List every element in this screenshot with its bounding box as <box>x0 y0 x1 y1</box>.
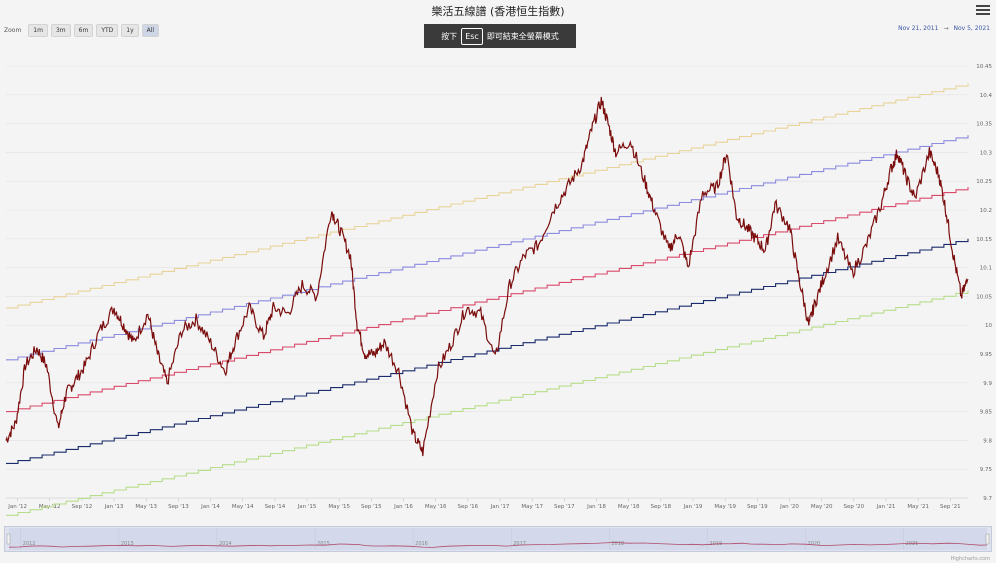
navigator-year-label: 2013 <box>121 541 134 547</box>
navigator-mask <box>9 528 987 550</box>
esc-key: Esc <box>461 27 483 45</box>
navigator[interactable]: 2012 2013 2014 2015 2016 2017 2018 2019 2020 2021 <box>4 526 992 552</box>
y-tick-label: 10.45 <box>976 64 992 70</box>
x-tick-label: May '14 <box>232 504 254 510</box>
x-tick-label: May '16 <box>425 504 447 510</box>
y-tick-label: 10.25 <box>976 179 992 185</box>
fullscreen-banner: 按下 Esc 即可結束全螢幕模式 <box>424 24 576 48</box>
x-tick-label: Sep '15 <box>361 504 382 510</box>
x-tick-label: Sep '16 <box>458 504 479 510</box>
y-tick-label: 9.85 <box>980 410 993 416</box>
navigator-year-label: 2014 <box>219 541 232 547</box>
navigator-right-handle[interactable] <box>985 533 990 545</box>
x-tick-label: Jan '16 <box>393 504 413 510</box>
x-tick-label: Jan '17 <box>490 504 510 510</box>
y-tick-label: 10.2 <box>980 208 992 214</box>
y-tick-label: 10.1 <box>980 266 992 272</box>
x-tick-label: May '21 <box>907 504 929 510</box>
credit-text: Highcharts.com <box>950 556 990 562</box>
zoom-ytd-button[interactable]: YTD <box>96 24 119 37</box>
x-tick-label: Sep '13 <box>168 504 189 510</box>
band-bottom-line <box>6 290 969 516</box>
x-tick-label: Jan '15 <box>297 504 317 510</box>
price-line[interactable] <box>5 96 969 457</box>
zoom-label: Zoom <box>4 27 22 34</box>
y-tick-label: 9.9 <box>983 381 992 387</box>
navigator-year-label: 2018 <box>611 541 624 547</box>
navigator-plot[interactable]: 2012 2013 2014 2015 2016 2017 2018 2019 2020 2021 <box>5 527 991 551</box>
chart-plot[interactable]: 10.45 10.4 10.35 10.3 10.25 10.2 10.15 10.1 10.0… <box>0 52 996 522</box>
x-tick-label: Jan '18 <box>586 504 606 510</box>
navigator-series-line <box>8 542 988 548</box>
y-tick-label: 9.8 <box>983 438 992 444</box>
y-tick-label: 10.05 <box>976 294 992 300</box>
navigator-year-label: 2016 <box>415 541 428 547</box>
x-tick-label: May '19 <box>714 504 736 510</box>
zoom-6m-button[interactable]: 6m <box>73 24 94 37</box>
navigator-left-handle[interactable] <box>6 533 11 545</box>
navigator-year-label: 2021 <box>906 541 919 547</box>
x-tick-label: Sep '14 <box>265 504 286 510</box>
zoom-controls: Zoom 1m 3m 6m YTD 1y All <box>4 24 160 37</box>
x-tick-label: Jan '14 <box>200 504 220 510</box>
x-tick-label: Jan '20 <box>779 504 799 510</box>
chart-title: 樂活五線譜 (香港恒生指數) <box>431 5 565 18</box>
banner-prefix: 按下 <box>441 31 458 41</box>
banner-suffix: 即可結束全螢幕模式 <box>486 31 559 41</box>
x-tick-label: May '17 <box>521 504 543 510</box>
x-tick-label: Jan '12 <box>7 504 27 510</box>
band-lower-line <box>6 238 969 464</box>
x-tick-label: Sep '17 <box>554 504 575 510</box>
y-tick-label: 10.15 <box>976 237 992 243</box>
y-tick-label: 10.4 <box>980 93 993 99</box>
band-mid-line <box>6 187 969 413</box>
y-tick-label: 9.75 <box>980 467 993 473</box>
navigator-year-label: 2015 <box>317 541 330 547</box>
range-to-input[interactable]: Nov 5, 2021 <box>953 25 990 32</box>
band-top-line <box>6 83 969 309</box>
zoom-all-button[interactable]: All <box>141 24 160 37</box>
zoom-1m-button[interactable]: 1m <box>28 24 48 37</box>
y-tick-label: 10 <box>985 323 992 329</box>
navigator-year-label: 2012 <box>23 541 36 547</box>
x-tick-label: May '20 <box>811 504 833 510</box>
y-tick-label: 10.35 <box>976 122 992 128</box>
zoom-3m-button[interactable]: 3m <box>50 24 71 37</box>
x-tick-label: Jan '13 <box>104 504 124 510</box>
band-upper-line <box>6 135 969 361</box>
range-from-input[interactable]: Nov 21, 2011 <box>898 25 939 32</box>
y-tick-label: 9.95 <box>980 352 993 358</box>
navigator-year-label: 2020 <box>808 541 821 547</box>
x-tick-label: Sep '19 <box>747 504 768 510</box>
x-tick-label: Jan '21 <box>876 504 896 510</box>
x-tick-label: Sep '18 <box>651 504 672 510</box>
y-tick-label: 10.3 <box>980 150 993 156</box>
navigator-year-label: 2017 <box>513 541 526 547</box>
x-tick-label: May '15 <box>328 504 350 510</box>
zoom-1y-button[interactable]: 1y <box>121 24 139 37</box>
y-tick-label: 9.7 <box>983 496 992 502</box>
x-tick-label: May '18 <box>618 504 640 510</box>
date-range: Nov 21, 2011 → Nov 5, 2021 <box>898 25 990 32</box>
x-tick-label: Jan '19 <box>683 504 703 510</box>
range-separator: → <box>943 25 949 32</box>
x-tick-label: May '13 <box>135 504 157 510</box>
hamburger-menu-icon[interactable] <box>976 5 990 16</box>
x-tick-label: Sep '20 <box>844 504 865 510</box>
x-tick-label: Sep '21 <box>940 504 961 510</box>
x-tick-label: Sep '12 <box>72 504 93 510</box>
